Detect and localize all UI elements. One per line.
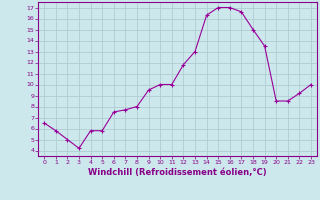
X-axis label: Windchill (Refroidissement éolien,°C): Windchill (Refroidissement éolien,°C) bbox=[88, 168, 267, 177]
